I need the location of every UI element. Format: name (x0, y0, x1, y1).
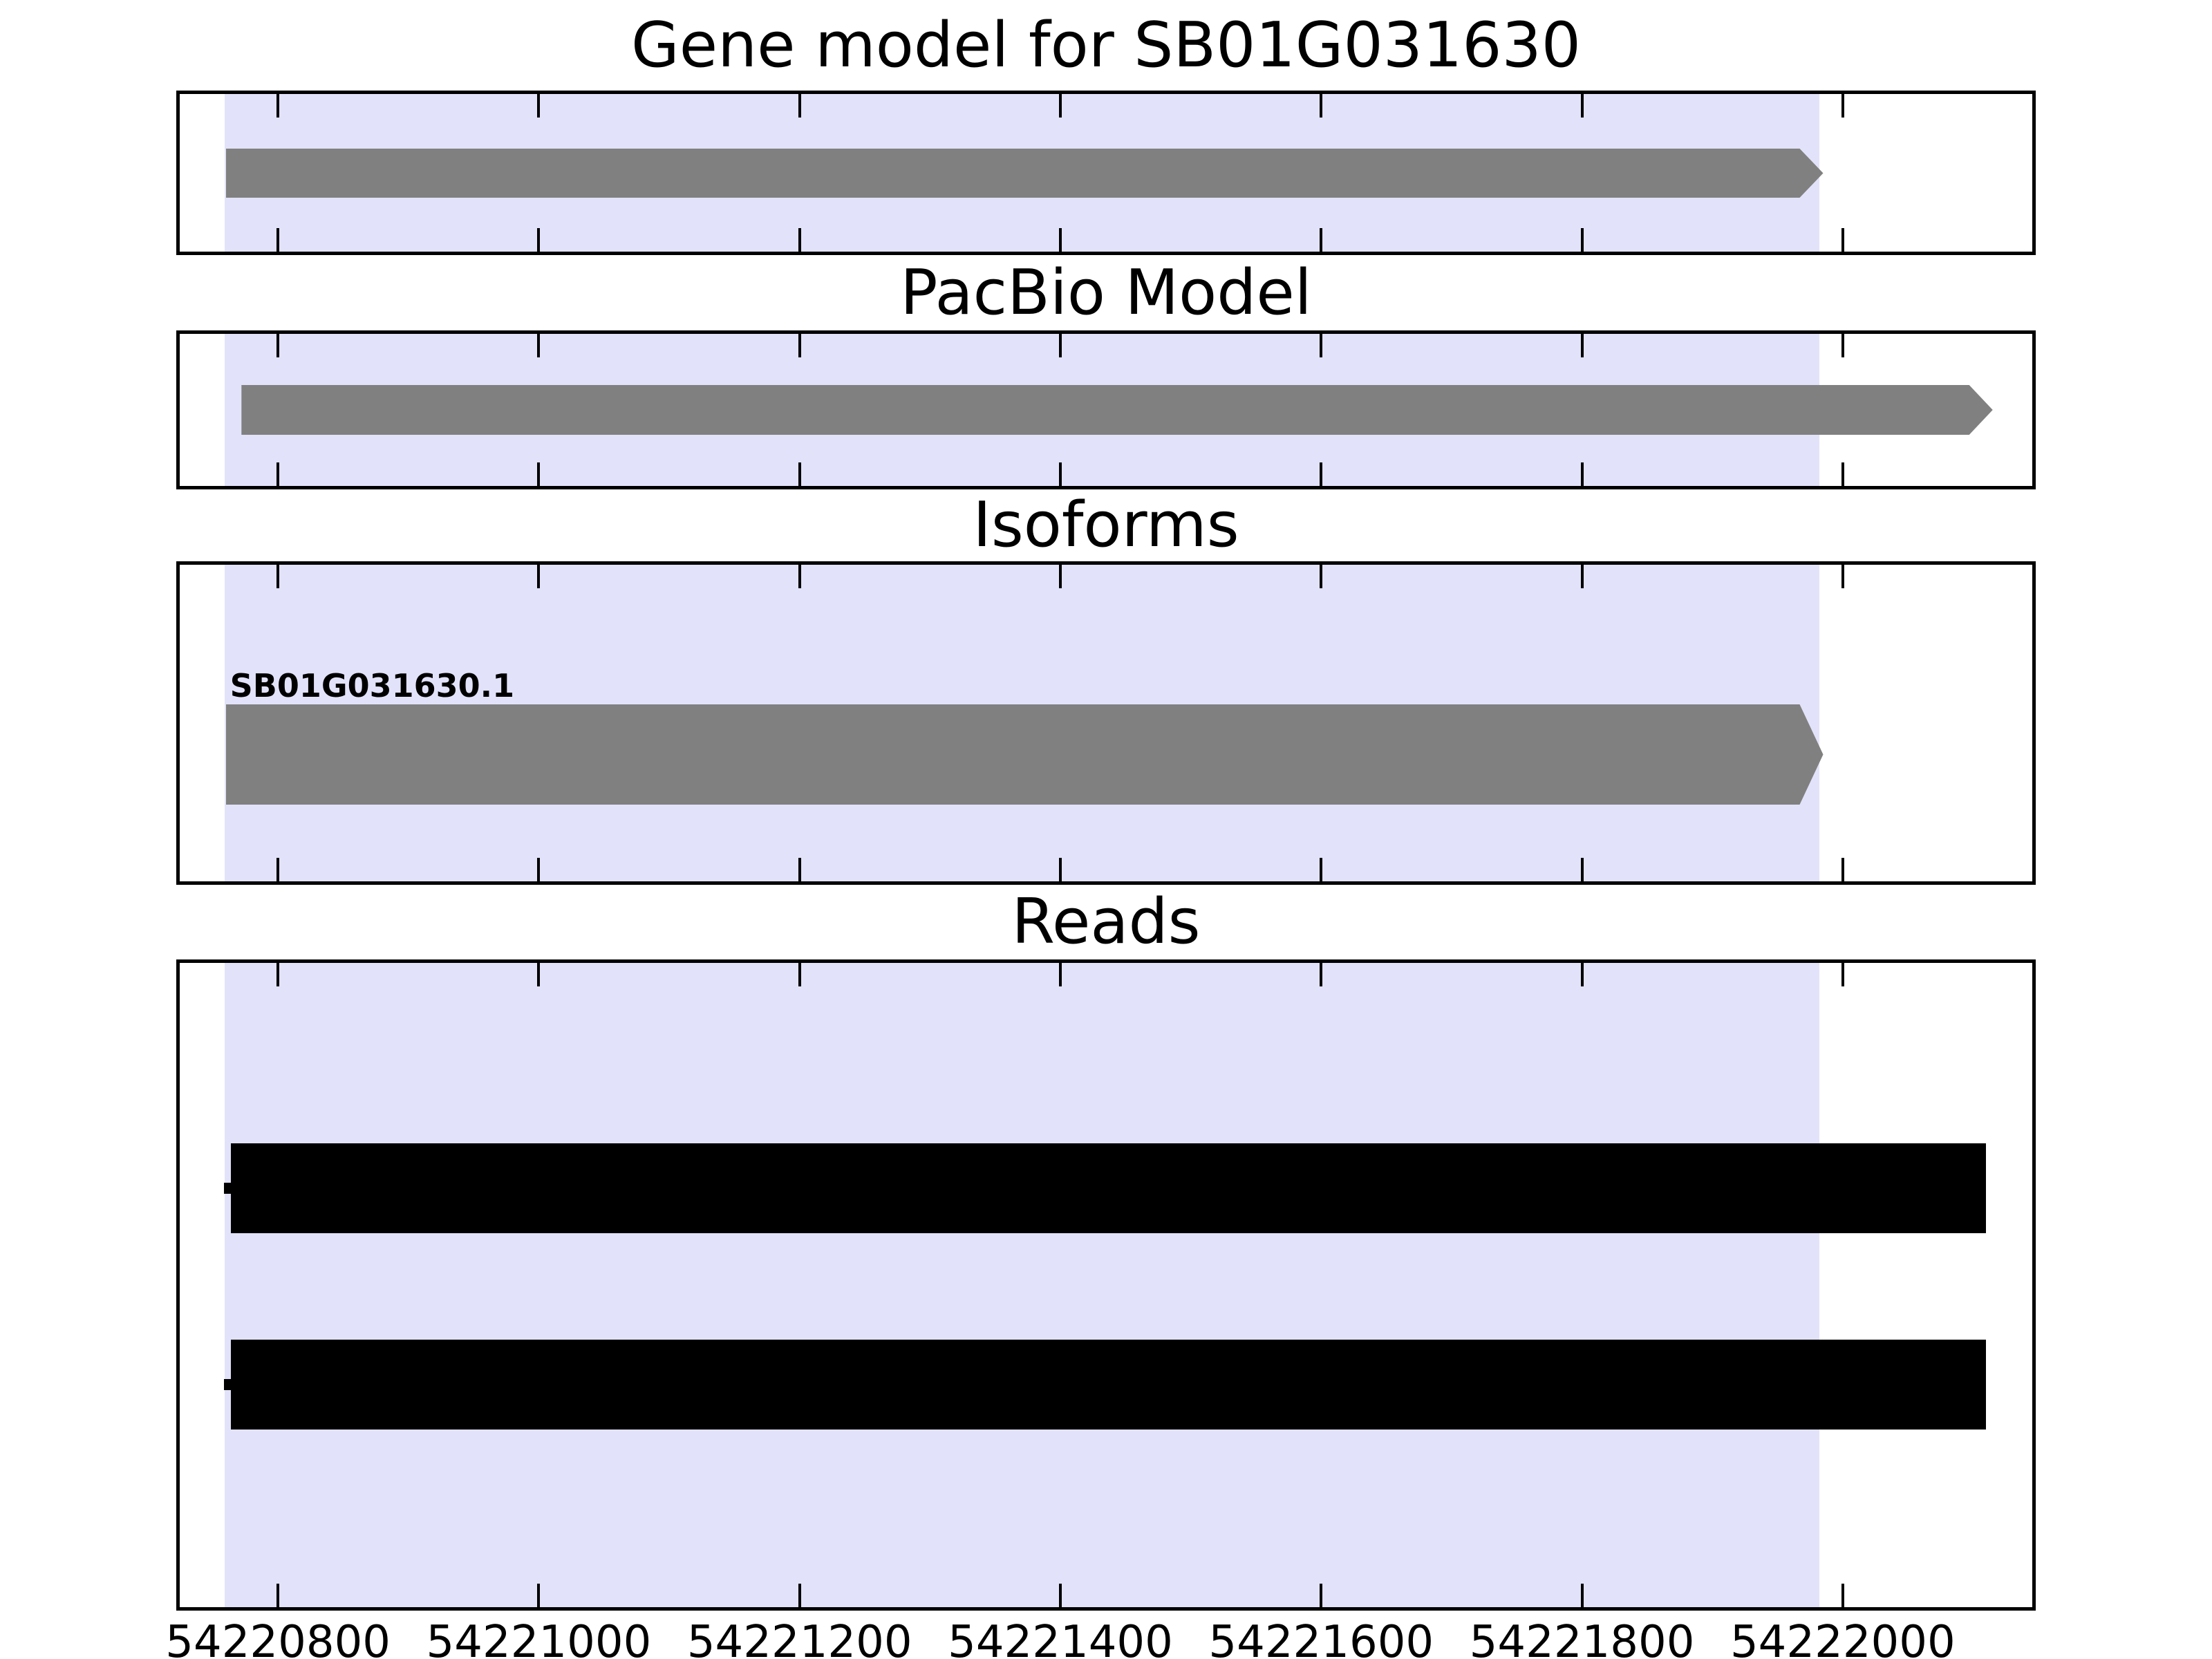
x-tick-mark (537, 565, 541, 588)
x-tick-mark (1841, 1584, 1844, 1607)
x-tick-mark (798, 228, 801, 252)
x-tick-mark (798, 963, 801, 986)
x-tick-mark (1058, 565, 1062, 588)
x-tick-mark (798, 565, 801, 588)
x-tick-mark (1320, 334, 1323, 357)
x-tick-mark (1320, 228, 1323, 252)
x-tick-mark (1058, 462, 1062, 486)
x-tick-mark (1580, 1584, 1584, 1607)
x-tick-mark (1580, 565, 1584, 588)
x-tick-mark (1320, 462, 1323, 486)
x-tick-mark (537, 94, 541, 118)
pacbio-model-arrow (241, 385, 1992, 435)
x-tick-mark (276, 963, 280, 986)
x-tick-label: 54221000 (426, 1617, 652, 1659)
x-tick-mark (1058, 858, 1062, 881)
x-tick-mark (1058, 963, 1062, 986)
x-tick-mark (1058, 1584, 1062, 1607)
x-tick-mark (798, 334, 801, 357)
x-tick-mark (276, 1584, 280, 1607)
x-tick-label: 54221800 (1469, 1617, 1695, 1659)
gene-model-arrow (226, 149, 1824, 198)
x-tick-mark (1841, 963, 1844, 986)
x-tick-mark (537, 228, 541, 252)
x-tick-mark (537, 963, 541, 986)
x-tick-mark (1058, 94, 1062, 118)
panel-reads (176, 959, 2036, 1611)
x-tick-mark (1841, 334, 1844, 357)
x-tick-mark (1320, 1584, 1323, 1607)
panel-title-pacbio-model: PacBio Model (900, 256, 1312, 329)
x-tick-mark (537, 1584, 541, 1607)
x-tick-label: 54221600 (1208, 1617, 1434, 1659)
x-tick-mark (1320, 858, 1323, 881)
x-tick-mark (276, 228, 280, 252)
x-tick-label: 54221400 (948, 1617, 1173, 1659)
x-tick-mark (1580, 334, 1584, 357)
panel-title-reads: Reads (1011, 885, 1201, 958)
isoform-arrow (226, 704, 1824, 805)
x-tick-mark (798, 1584, 801, 1607)
x-tick-mark (1580, 858, 1584, 881)
isoform-label: SB01G031630.1 (229, 667, 515, 704)
x-tick-mark (276, 858, 280, 881)
x-tick-mark (1058, 228, 1062, 252)
x-tick-mark (1580, 94, 1584, 118)
x-tick-mark (276, 334, 280, 357)
read-bar (231, 1340, 1987, 1430)
panel-title-gene-model: Gene model for SB01G031630 (630, 8, 1582, 82)
x-tick-mark (798, 94, 801, 118)
panel-title-isoforms: Isoforms (973, 489, 1239, 561)
gene-region-highlight (224, 963, 1819, 1607)
x-tick-mark (1841, 462, 1844, 486)
x-tick-mark (1580, 228, 1584, 252)
x-tick-mark (537, 334, 541, 357)
read-start-notch (224, 1183, 232, 1194)
x-tick-mark (1320, 565, 1323, 588)
x-tick-mark (1580, 963, 1584, 986)
x-tick-label: 54220800 (165, 1617, 391, 1659)
panel-gene-model (176, 91, 2036, 255)
x-tick-mark (798, 462, 801, 486)
x-tick-mark (1058, 334, 1062, 357)
panel-pacbio-model (176, 330, 2036, 489)
x-tick-mark (1580, 462, 1584, 486)
x-tick-mark (1841, 94, 1844, 118)
x-tick-mark (1320, 94, 1323, 118)
read-start-notch (224, 1379, 232, 1390)
x-tick-mark (537, 858, 541, 881)
x-tick-label: 54222000 (1730, 1617, 1956, 1659)
x-tick-label: 54221200 (686, 1617, 912, 1659)
x-tick-mark (276, 94, 280, 118)
x-tick-mark (1841, 858, 1844, 881)
panel-isoforms (176, 561, 2036, 885)
x-tick-mark (276, 565, 280, 588)
read-bar (231, 1143, 1987, 1233)
x-tick-mark (276, 462, 280, 486)
x-tick-mark (1841, 228, 1844, 252)
x-tick-mark (1841, 565, 1844, 588)
x-tick-mark (537, 462, 541, 486)
x-tick-mark (1320, 963, 1323, 986)
x-tick-mark (798, 858, 801, 881)
